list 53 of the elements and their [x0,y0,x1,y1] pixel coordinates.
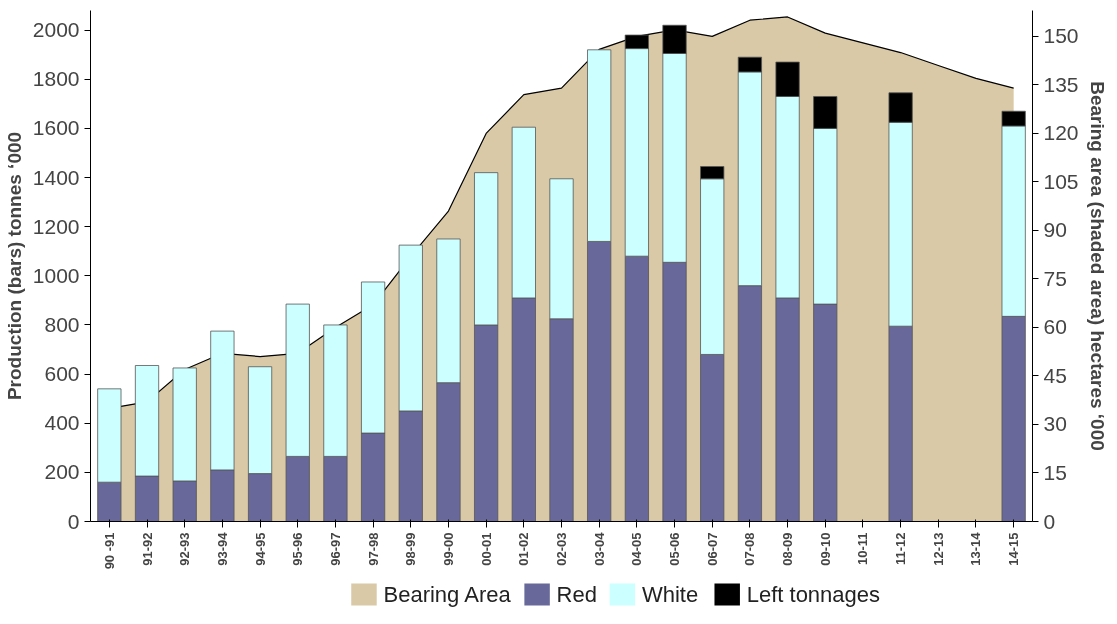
legend-label: Red [556,582,597,607]
x-tick-label: 02-03 [554,532,569,566]
x-tick-label: 97-98 [365,532,381,566]
legend-label: Bearing Area [383,582,512,607]
y-tick-label: 1600 [32,116,80,140]
y-tick-label: 2000 [32,18,80,42]
y-tick-label: 800 [44,312,80,336]
y2-tick-label: 135 [1043,72,1079,96]
y-tick-label: 1200 [32,214,80,238]
x-tick-label: 06-07 [704,532,720,566]
x-tick-label: 96-97 [327,532,343,566]
x-tick-label: 04-05 [629,532,645,566]
x-tick-label: 98-99 [403,532,419,566]
x-tick-label: 10-11 [855,532,871,566]
y-axis-title: Production (bars) tonnes ‘000 [3,131,25,401]
y2-tick-label: 30 [1043,412,1067,436]
y2-tick-label: 105 [1043,169,1079,193]
legend-label: Left tonnages [746,582,881,607]
x-tick-label: 05-06 [667,532,683,566]
x-tick-label: 11-12 [893,532,909,566]
y-tick-label: 400 [44,411,80,435]
x-tick-label: 91-92 [139,532,155,566]
x-tick-label: 01-02 [516,532,532,566]
legend-label: White [641,582,699,607]
x-tick-label: 03-04 [591,531,607,566]
y2-tick-label: 75 [1043,266,1067,290]
x-tick-label: 99-00 [440,532,456,566]
y-tick-label: 200 [44,460,80,484]
x-tick-label: 12-13 [930,532,946,566]
y2-tick-label: 60 [1043,315,1067,339]
x-tick-label: 92-93 [177,532,193,566]
x-tick-label: 94-95 [252,532,268,566]
y-tick-label: 1000 [32,263,80,287]
y2-tick-label: 0 [1043,509,1056,533]
y2-tick-label: 15 [1043,460,1067,484]
y2-axis-title: Bearing area (shaded area) hectares ‘000 [1086,81,1108,451]
x-tick-label: 13-14 [968,531,984,566]
y-tick-label: 600 [44,362,80,386]
y-tick-label: 1800 [32,67,80,91]
x-tick-label: 14-15 [1006,532,1022,566]
y-tick-label: 0 [67,509,80,533]
x-tick-label: 09-10 [817,532,833,566]
x-tick-label: 07-08 [742,532,758,566]
y2-tick-label: 150 [1043,24,1079,48]
x-tick-label: 93-94 [214,531,230,566]
y2-tick-label: 90 [1043,218,1067,242]
y2-tick-label: 45 [1043,363,1067,387]
x-tick-label: 08-09 [780,532,796,566]
x-tick-label: 00-01 [478,532,494,566]
x-tick-label: 95-96 [290,532,306,566]
y-tick-label: 1400 [32,165,80,189]
y2-tick-label: 120 [1043,121,1079,145]
x-tick-label: 90 -91 [101,532,117,570]
